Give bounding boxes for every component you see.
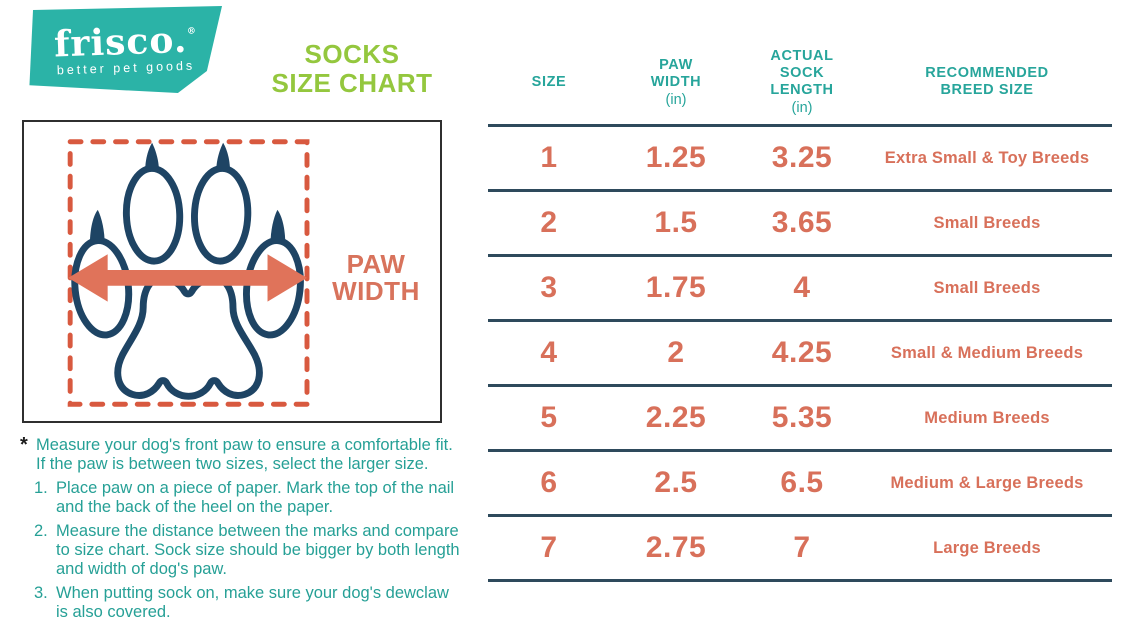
step-number: 1. (34, 479, 48, 497)
intro-text: Measure your dog's front paw to ensure a… (36, 436, 453, 473)
instruction-step: 3. When putting sock on, make sure your … (34, 584, 475, 622)
col-header-label: ACTUAL SOCK LENGTH (770, 48, 834, 98)
col-header-size: SIZE (488, 74, 610, 91)
size-value: 3 (540, 271, 558, 304)
dashed-measure-frame (67, 139, 310, 407)
paw-illustration (67, 139, 310, 407)
registered-mark: ® (186, 26, 197, 37)
sock-length-value: 3.65 (771, 206, 833, 239)
table-row: 3 1.75 4 Small Breeds (488, 257, 1112, 322)
frisco-logo-banner: frisco.® better pet goods (29, 6, 223, 94)
paw-width-arrow (68, 254, 307, 302)
step-text: Measure the distance between the marks a… (56, 522, 460, 578)
breed-size-value: Extra Small & Toy Breeds (884, 148, 1090, 167)
paw-width-label: PAW WIDTH (332, 249, 420, 306)
instruction-step: 2. Measure the distance between the mark… (34, 522, 475, 579)
size-value: 4 (540, 336, 558, 369)
step-text: When putting sock on, make sure your dog… (56, 584, 449, 621)
paw-width-value: 2.75 (645, 531, 707, 564)
breed-size-value: Small & Medium Breeds (890, 343, 1084, 362)
step-number: 2. (34, 522, 48, 540)
breed-size-value: Medium Breeds (924, 408, 1050, 427)
size-value: 7 (540, 531, 558, 564)
brand-name: frisco.® (29, 11, 222, 66)
breed-size-value: Small Breeds (933, 278, 1041, 297)
paw-claws (89, 142, 286, 245)
table-row: 5 2.25 5.35 Medium Breeds (488, 387, 1112, 452)
size-value: 2 (540, 206, 558, 239)
size-value: 1 (540, 141, 558, 174)
paw-width-value: 2.5 (654, 466, 698, 499)
sock-length-value: 4.25 (771, 336, 833, 369)
col-header-unit: (in) (791, 100, 813, 116)
size-table: SIZE PAW WIDTH (in) ACTUAL SOCK LENGTH (… (488, 40, 1112, 582)
sock-length-value: 6.5 (780, 466, 824, 499)
page-title: SOCKS SIZE CHART (271, 39, 433, 98)
sock-length-value: 7 (793, 531, 811, 564)
paw-width-value: 1.25 (645, 141, 707, 174)
paw-central-pad (114, 274, 263, 400)
sock-length-value: 5.35 (771, 401, 833, 434)
paw-width-value: 1.75 (645, 271, 707, 304)
size-value: 5 (540, 401, 558, 434)
step-text: Place paw on a piece of paper. Mark the … (56, 479, 455, 516)
col-header-unit: (in) (665, 91, 687, 108)
table-row: 7 2.75 7 Large Breeds (488, 517, 1112, 582)
breed-size-value: Small Breeds (933, 213, 1041, 232)
step-number: 3. (34, 584, 48, 602)
col-header-label: RECOMMENDED BREED SIZE (925, 65, 1049, 98)
asterisk-marker: * (20, 434, 28, 456)
col-header-sock-length: ACTUAL SOCK LENGTH (in) (742, 48, 862, 116)
instruction-intro: * Measure your dog's front paw to ensure… (20, 434, 475, 474)
measuring-instructions: * Measure your dog's front paw to ensure… (20, 434, 475, 622)
breed-size-value: Medium & Large Breeds (890, 473, 1084, 492)
paw-width-value: 1.5 (654, 206, 698, 239)
col-header-breed-size: RECOMMENDED BREED SIZE (862, 65, 1112, 99)
col-header-label: PAW WIDTH (650, 56, 702, 90)
instruction-step: 1. Place paw on a piece of paper. Mark t… (34, 479, 475, 517)
paw-width-value: 2 (667, 336, 685, 369)
col-header-paw-width: PAW WIDTH (in) (610, 57, 742, 108)
size-value: 6 (540, 466, 558, 499)
sock-length-value: 4 (793, 271, 811, 304)
table-row: 2 1.5 3.65 Small Breeds (488, 192, 1112, 257)
sock-length-value: 3.25 (771, 141, 833, 174)
frisco-logo: frisco.® better pet goods (29, 6, 222, 79)
table-header: SIZE PAW WIDTH (in) ACTUAL SOCK LENGTH (… (488, 40, 1112, 127)
table-row: 4 2 4.25 Small & Medium Breeds (488, 322, 1112, 387)
breed-size-value: Large Breeds (933, 538, 1041, 557)
table-row: 6 2.5 6.5 Medium & Large Breeds (488, 452, 1112, 517)
col-header-label: SIZE (531, 73, 567, 90)
table-row: 1 1.25 3.25 Extra Small & Toy Breeds (488, 127, 1112, 192)
paw-width-value: 2.25 (645, 401, 707, 434)
paw-diagram-box (22, 120, 442, 423)
brand-wordmark: frisco. (53, 18, 188, 66)
